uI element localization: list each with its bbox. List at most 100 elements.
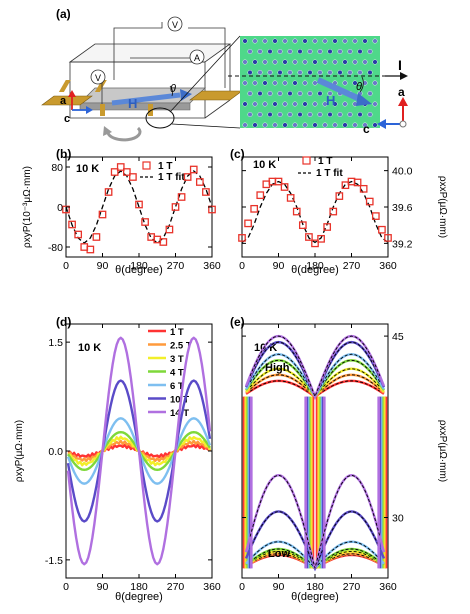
lattice-atom [317, 49, 323, 55]
voltmeter-label: V [172, 20, 178, 30]
lattice-atom [292, 38, 298, 44]
lattice-atom [267, 111, 273, 117]
lattice-atom [272, 122, 278, 128]
x-tick-label: 270 [167, 581, 185, 593]
lattice-atom [292, 59, 298, 65]
lattice-atom [312, 80, 318, 86]
lattice-atom [317, 69, 323, 75]
lattice-atom [292, 101, 298, 107]
high-branch-6T [245, 353, 385, 400]
data-point [286, 194, 295, 202]
data-point [305, 233, 313, 241]
contact-left [41, 95, 93, 106]
lattice-atom [297, 111, 303, 117]
panel-b-ylabel: ρxyP(10⁻³μΩ·mm) [22, 166, 33, 248]
panel-e-ylabel: ρxxP(μΩ·mm) [437, 420, 448, 482]
lattice-atom [252, 101, 258, 107]
lattice-atom [272, 59, 278, 65]
y-tick-label: 39.2 [392, 238, 413, 250]
x-tick-label: 0 [239, 581, 245, 593]
data-point [116, 163, 125, 171]
y-tick-label: 39.6 [392, 202, 413, 214]
lattice-atom [247, 90, 253, 96]
lattice-atom [367, 90, 373, 96]
panel-e-xlabel: θ(degree) [291, 591, 339, 603]
lattice-atom [332, 122, 338, 128]
data-point [177, 193, 186, 201]
lattice-atom [282, 80, 288, 86]
lattice-atom [247, 69, 253, 75]
data-point [189, 165, 198, 174]
lattice-atom [242, 122, 248, 128]
panel-e-label: (e) [230, 315, 245, 329]
y-tick-label: 0 [57, 202, 63, 214]
lattice-atom [332, 101, 338, 107]
x-tick-label: 360 [379, 260, 397, 272]
lattice-atom [312, 122, 318, 128]
data-point [68, 220, 76, 229]
panel-c-temp: 10 K [253, 159, 276, 171]
legend-label: 2.5 T [170, 341, 192, 352]
x-tick-label: 90 [97, 581, 109, 593]
low-branch-10T [244, 510, 386, 572]
lattice-atom [247, 49, 253, 55]
x-tick-label: 360 [379, 581, 397, 593]
field-arrow [111, 92, 181, 106]
y-tick-label: 80 [51, 162, 63, 174]
x-tick-label: 90 [273, 581, 285, 593]
current-label: I [398, 57, 402, 73]
data-point [378, 225, 386, 234]
panel-c-legend-fit: 1 T fit [316, 168, 343, 179]
lattice-atom [252, 59, 258, 65]
series-line-14T [66, 336, 212, 566]
data-point [183, 173, 192, 181]
data-point [98, 210, 107, 219]
y-tick-label: 30 [392, 513, 404, 525]
axis-c-label: c [64, 113, 70, 125]
lattice-atom [322, 101, 328, 107]
lattice-atom [362, 38, 368, 44]
panel-d-plot [66, 336, 212, 566]
data-point [335, 192, 344, 200]
data-point [141, 218, 149, 226]
lattice-atom [307, 49, 313, 55]
lattice-atom [342, 38, 348, 44]
voltmeter-2-icon [90, 69, 106, 85]
lattice-atom [277, 69, 283, 75]
lattice-atom [347, 69, 353, 75]
panel-d-ticks: 0 90 180 270 360 1.5 0.0 -1.5 [45, 324, 221, 593]
lattice-atom [307, 69, 313, 75]
lattice-atom [257, 90, 263, 96]
lattice-atom [342, 101, 348, 107]
lattice-atom [372, 122, 378, 128]
lattice-atom [292, 122, 298, 128]
lattice-atom [262, 101, 268, 107]
y-tick-label: 1.5 [48, 337, 63, 349]
data-point [159, 238, 168, 246]
panel-d-temp: 10 K [78, 342, 101, 354]
panel-c-label: (c) [230, 147, 245, 161]
lattice-atom [277, 111, 283, 117]
panel-b: (b) 10 K 1 T 1 T fit 0 90 180 270 360800-80 … [22, 147, 221, 276]
lattice-atom [322, 59, 328, 65]
lattice-atom [357, 49, 363, 55]
lattice-atom [282, 59, 288, 65]
data-point [122, 168, 131, 176]
panel-a: (a) V A V [41, 7, 408, 142]
lattice-atom [267, 49, 273, 55]
lattice-atom [342, 80, 348, 86]
data-point [244, 219, 252, 228]
zoom-circle [145, 107, 175, 129]
lattice-atom [372, 59, 378, 65]
panel-c-plot [238, 177, 392, 248]
coord-c-label: c [363, 122, 370, 136]
panel-d-xlabel: θ(degree) [115, 591, 163, 603]
lattice-atom [267, 90, 273, 96]
data-point [298, 221, 307, 230]
x-tick-label: 360 [203, 581, 221, 593]
lattice-atom [342, 122, 348, 128]
y-tick-label: 45 [392, 331, 404, 343]
panel-c: (c) 10 K 1 T 1 T fit 0 90 180 270 360 40.0 39.… [230, 147, 448, 276]
